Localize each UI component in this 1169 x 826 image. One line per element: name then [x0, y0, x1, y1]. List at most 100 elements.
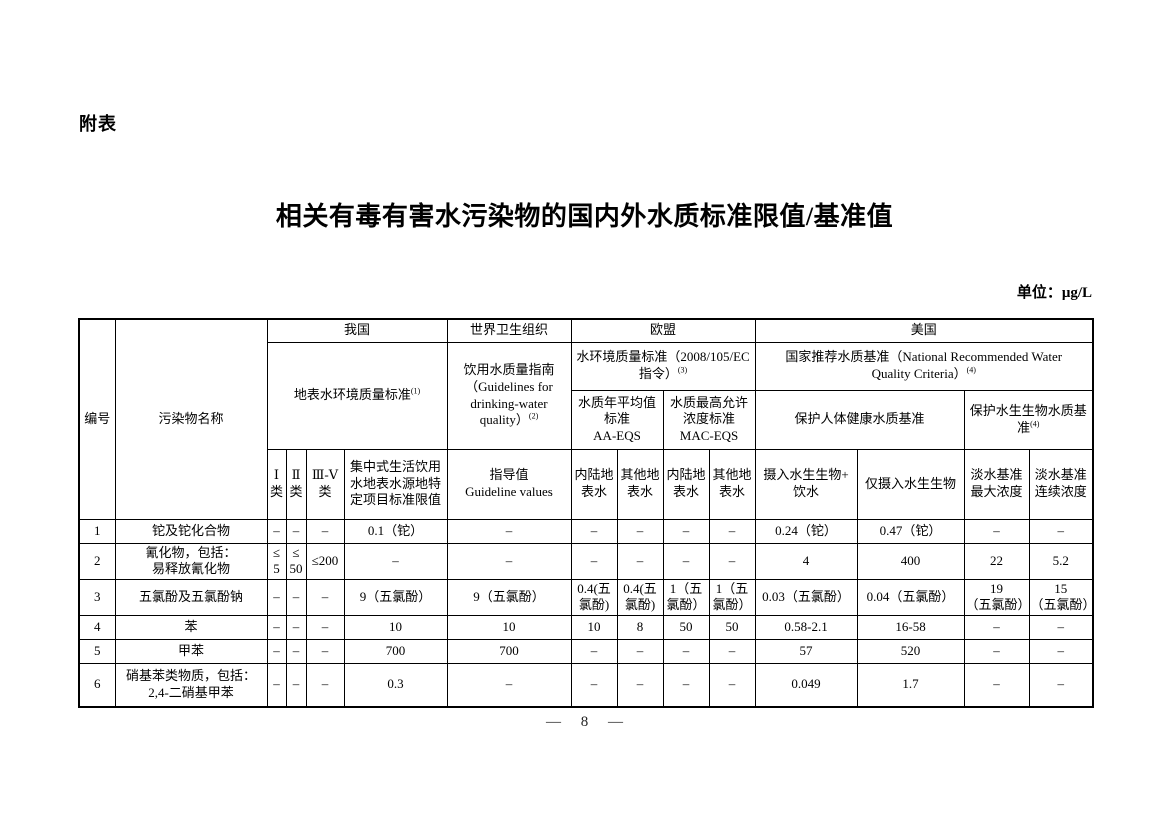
header-us-human-health: 保护人体健康水质基准: [754, 389, 965, 450]
cell-value: ≤200: [305, 542, 345, 580]
us-standard-label: 国家推荐水质基准（National Recommended Water Qual…: [785, 349, 1063, 381]
cell-value: –: [266, 639, 287, 664]
cell-value: –: [446, 542, 572, 580]
cell-value: –: [1028, 615, 1094, 640]
cell-row-number: 2: [78, 542, 116, 580]
header-organism-only: 仅摄入水生生物: [856, 448, 965, 520]
cell-row-number: 3: [78, 578, 116, 617]
cell-value: –: [285, 615, 307, 640]
cell-value: 4: [754, 542, 858, 580]
footnote-mark-3: (3): [677, 365, 688, 375]
appendix-label: 附表: [79, 114, 117, 134]
cell-value: –: [963, 615, 1030, 640]
eu-standard-label: 水环境质量标准（2008/105/EC 指令）: [576, 349, 750, 381]
cell-value: –: [305, 615, 345, 640]
cell-value: 0.47（铊）: [856, 518, 965, 544]
cell-value: 0.04（五氯酚）: [856, 578, 965, 617]
cell-value: –: [963, 663, 1030, 707]
cell-value: –: [305, 518, 345, 544]
header-water-plus-organism: 摄入水生生物+ 饮水: [754, 448, 858, 520]
header-guideline-values: 指导值 Guideline values: [446, 448, 572, 520]
cell-value: 0.03（五氯酚）: [754, 578, 858, 617]
cell-value: 10: [570, 615, 618, 640]
cell-pollutant-name: 硝基苯类物质，包括： 2,4-二硝基甲苯: [114, 663, 268, 707]
cell-value: 0.3: [343, 663, 448, 707]
header-china-standard: 地表水环境质量标准(1): [266, 341, 448, 450]
cell-value: ≤ 50: [285, 542, 307, 580]
header-col-number: 编号: [78, 318, 116, 520]
header-group-who: 世界卫生组织: [446, 318, 572, 343]
cell-pollutant-name: 氰化物，包括： 易释放氰化物: [114, 542, 268, 580]
cell-value: 0.4(五氯酚): [570, 578, 618, 617]
cell-value: –: [285, 663, 307, 707]
footnote-mark-1: (1): [410, 386, 421, 396]
header-other-surface-aa: 其他地 表水: [616, 448, 664, 520]
cell-value: 9（五氯酚）: [343, 578, 448, 617]
cell-pollutant-name: 甲苯: [114, 639, 268, 664]
cell-value: –: [266, 663, 287, 707]
cell-value: –: [662, 518, 710, 544]
cell-value: 8: [616, 615, 664, 640]
cell-value: –: [343, 542, 448, 580]
cell-value: –: [708, 639, 756, 664]
cell-value: 700: [446, 639, 572, 664]
header-other-surface-mac: 其他地 表水: [708, 448, 756, 520]
table-row: 3 五氯酚及五氯酚钠 – – –9（五氯酚） 9（五氯酚） 0.4(五氯酚) 0.4(五氯酚)…: [78, 578, 1094, 617]
cell-row-number: 4: [78, 615, 116, 640]
who-standard-label: 饮用水质量指南 （Guidelines for drinking-water q…: [463, 362, 555, 428]
cell-value: –: [662, 542, 710, 580]
cell-value: –: [305, 578, 345, 617]
header-who-standard: 饮用水质量指南 （Guidelines for drinking-water q…: [446, 341, 572, 450]
header-eu-mac-eqs: 水质最高允许 浓度标准 MAC-EQS: [662, 389, 756, 450]
cell-value: 50: [708, 615, 756, 640]
cell-value: –: [662, 663, 710, 707]
header-eu-standard: 水环境质量标准（2008/105/EC 指令）(3): [570, 341, 756, 391]
cell-value: 50: [662, 615, 710, 640]
table-row: 1 铊及铊化合物 – – –0.1（铊） – – – – –0.24（铊） 0.47（铊） – –: [78, 518, 1094, 544]
cell-value: 5.2: [1028, 542, 1094, 580]
header-class-1: Ⅰ 类: [266, 448, 287, 520]
cell-value: –: [570, 639, 618, 664]
cell-value: –: [708, 542, 756, 580]
cell-value: 0.58-2.1: [754, 615, 858, 640]
header-group-us: 美国: [754, 318, 1094, 343]
cell-value: 57: [754, 639, 858, 664]
cell-row-number: 6: [78, 663, 116, 707]
header-row-criteria: 水质年平均值 标准 AA-EQS 水质最高允许 浓度标准 MAC-EQS 保护人…: [79, 389, 1094, 450]
cell-value: –: [266, 518, 287, 544]
cell-value: –: [305, 663, 345, 707]
cell-value: 520: [856, 639, 965, 664]
cell-value: –: [570, 518, 618, 544]
table-header: 编号 污染物名称 我国 世界卫生组织 欧盟 美国 地表水环境质量标准(1) 饮用…: [78, 318, 1094, 520]
cell-row-number: 1: [78, 518, 116, 544]
page-title: 相关有毒有害水污染物的国内外水质标准限值/基准值: [275, 202, 894, 231]
header-freshwater-cmc: 淡水基准 最大浓度: [963, 448, 1030, 520]
header-drinking-source-limit: 集中式生活饮用 水地表水源地特 定项目标准限值: [343, 448, 448, 520]
cell-value: 1（五氯酚）: [662, 578, 710, 617]
header-inland-surface-mac: 内陆地 表水: [662, 448, 710, 520]
table-row: 5 甲苯 – – –700 700– – – –57 520– –: [78, 639, 1094, 664]
cell-value: –: [266, 578, 287, 617]
cell-value: –: [1028, 518, 1094, 544]
cell-value: –: [570, 542, 618, 580]
cell-value: –: [446, 663, 572, 707]
header-class-2: Ⅱ 类: [285, 448, 307, 520]
cell-value: 700: [343, 639, 448, 664]
header-group-china: 我国: [266, 318, 448, 343]
header-freshwater-ccc: 淡水基准 连续浓度: [1028, 448, 1094, 520]
header-inland-surface-aa: 内陆地 表水: [570, 448, 618, 520]
cell-value: –: [570, 663, 618, 707]
cell-pollutant-name: 五氯酚及五氯酚钠: [114, 578, 268, 617]
header-eu-aa-eqs: 水质年平均值 标准 AA-EQS: [570, 389, 664, 450]
cell-value: 1.7: [856, 663, 965, 707]
cell-value: 15 （五氯酚）: [1028, 578, 1094, 617]
cell-value: ≤ 5: [266, 542, 287, 580]
cell-pollutant-name: 铊及铊化合物: [114, 518, 268, 544]
table-row: 2 氰化物，包括： 易释放氰化物 ≤ 5 ≤ 50 ≤200– – – – – –4 400 22 5.…: [78, 542, 1094, 580]
cell-value: –: [662, 639, 710, 664]
cell-value: –: [616, 639, 664, 664]
cell-value: 9（五氯酚）: [446, 578, 572, 617]
cell-value: 1（五氯酚）: [708, 578, 756, 617]
china-standard-label: 地表水环境质量标准: [293, 387, 411, 403]
